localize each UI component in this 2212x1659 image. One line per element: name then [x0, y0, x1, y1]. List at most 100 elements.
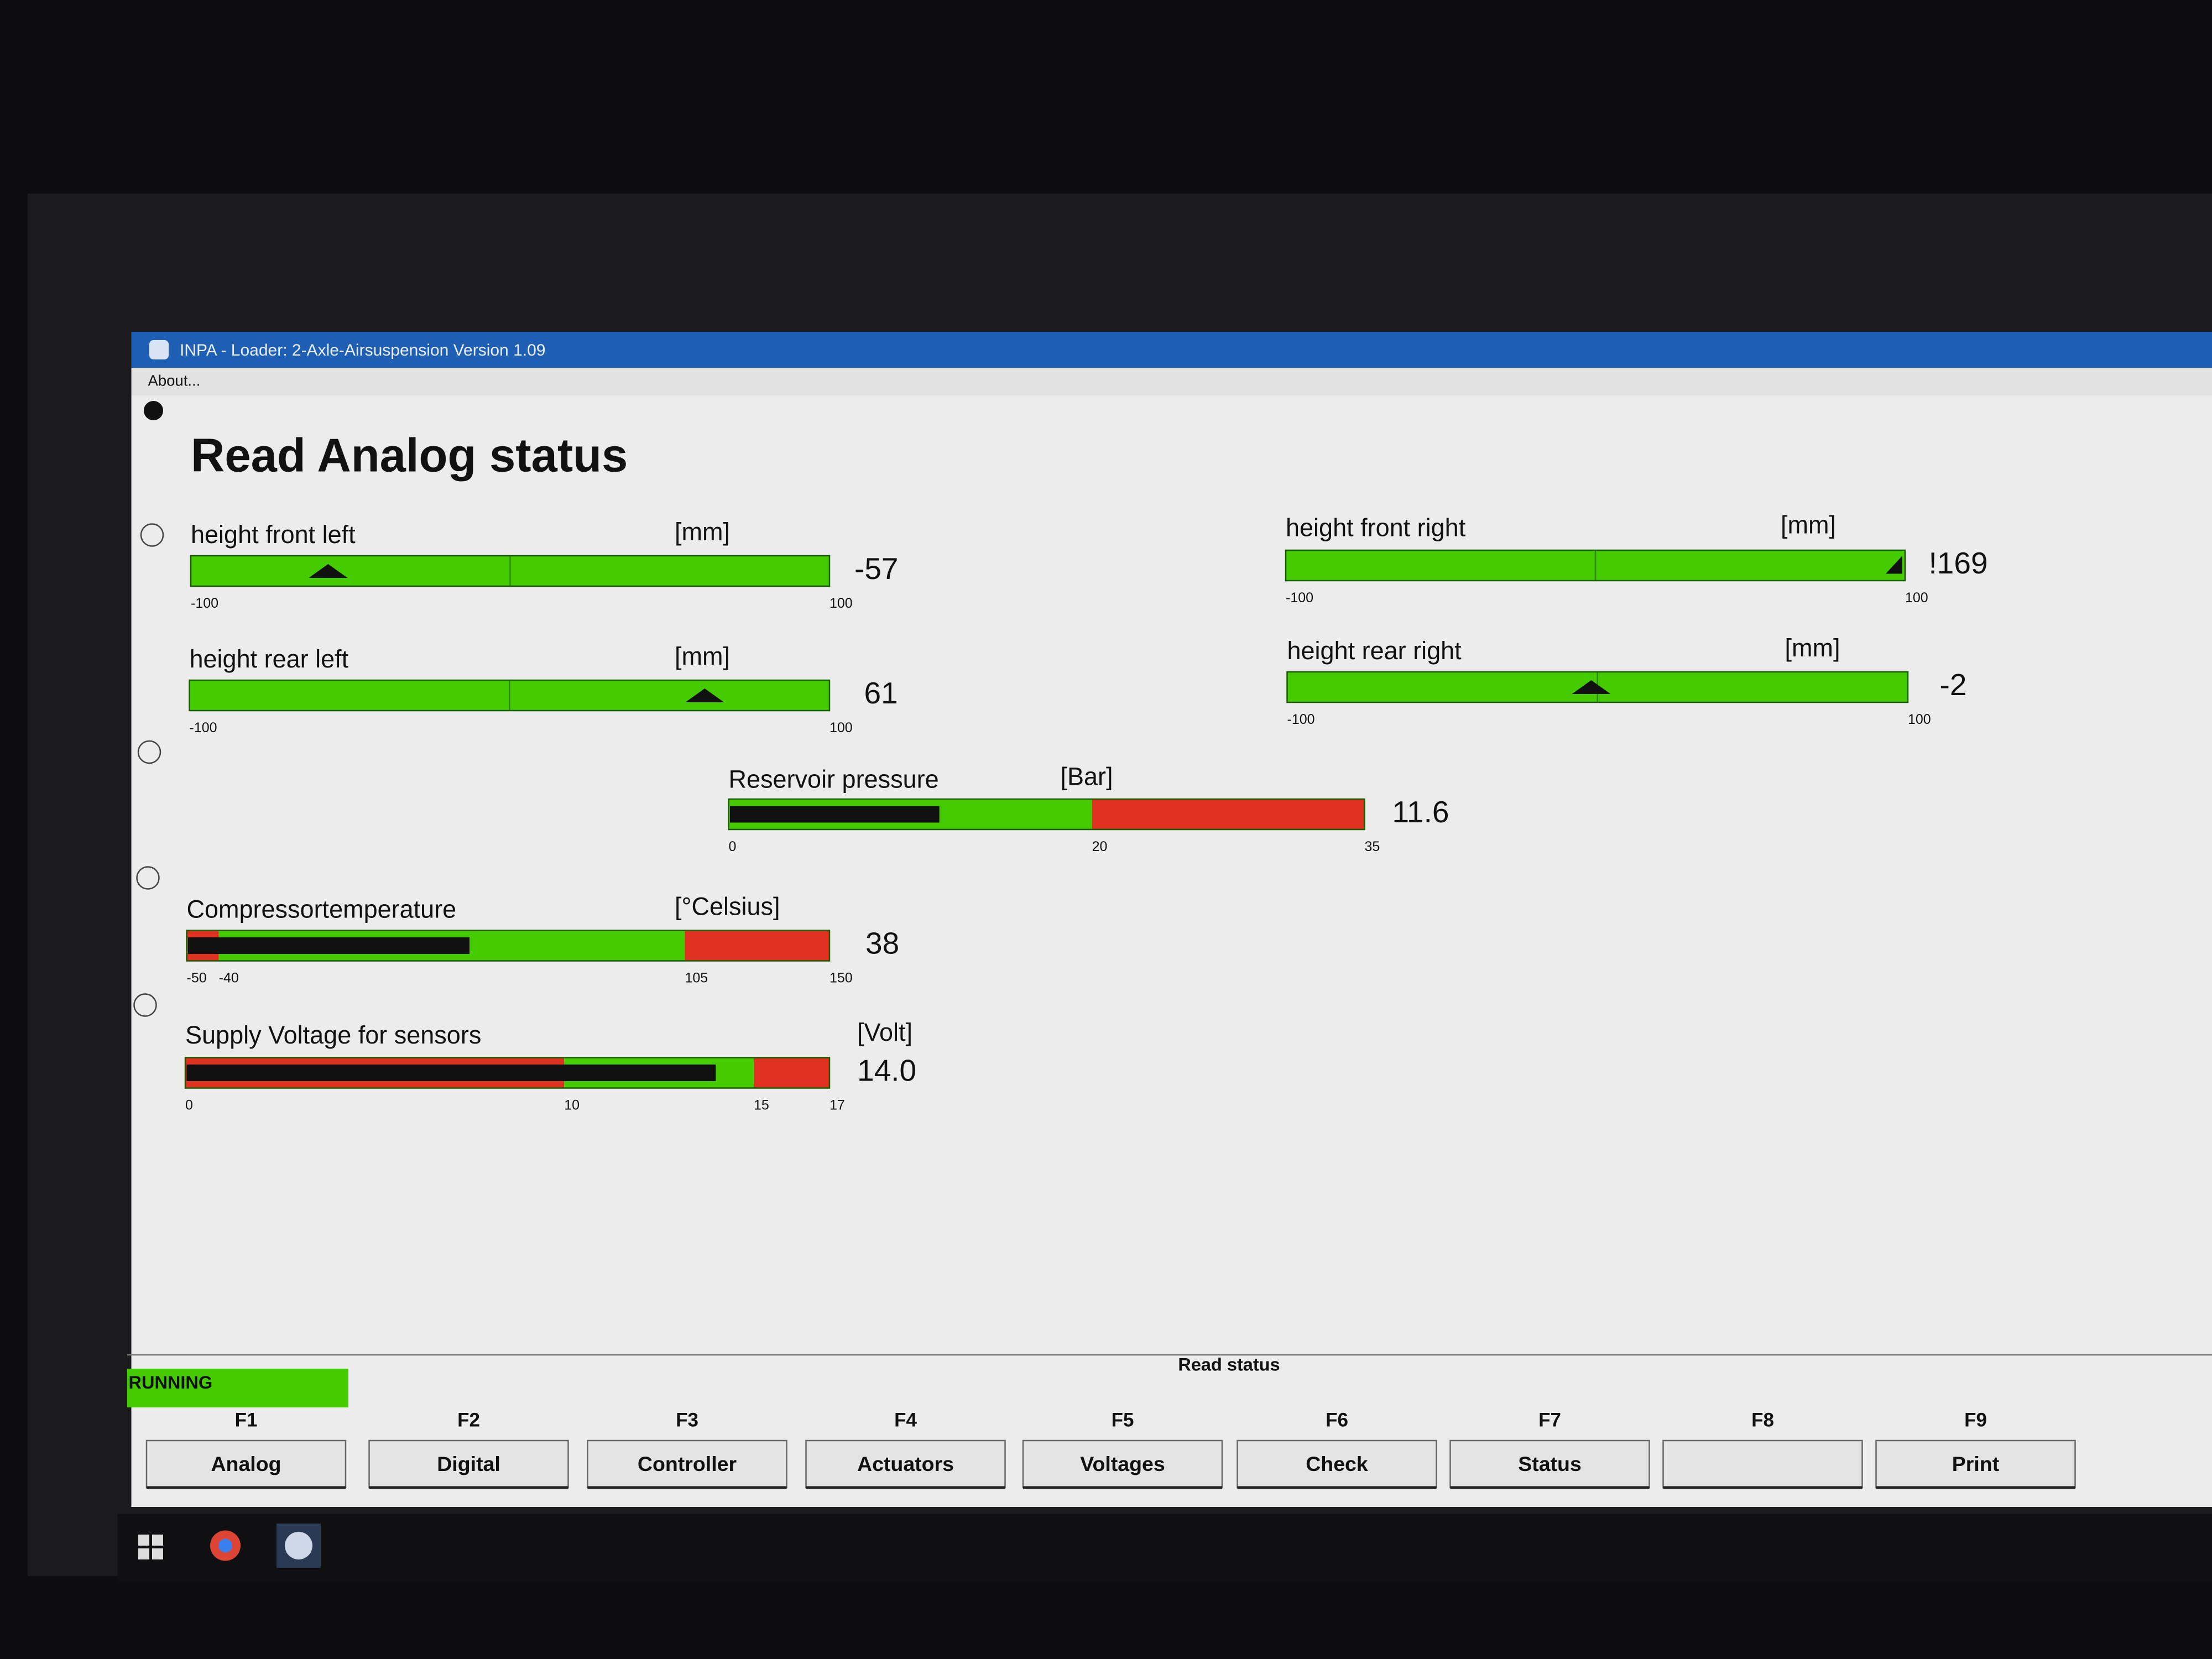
menu-about[interactable]: About... [148, 372, 201, 389]
browser-icon-center [218, 1538, 232, 1553]
gauge-label: height front right [1286, 513, 1466, 541]
radio[interactable] [140, 523, 164, 547]
function-label: Print [1952, 1452, 2000, 1475]
function-button[interactable] [1449, 1439, 1650, 1489]
gauge-unit: [mm] [675, 518, 730, 546]
title-bar [131, 332, 2212, 368]
gauge-label: Reservoir pressure [729, 765, 939, 793]
gauge-value: 61 [864, 676, 898, 710]
taskbar [117, 1514, 2212, 1583]
radio[interactable] [136, 866, 160, 890]
gauge-tick-label: 100 [1908, 712, 1931, 727]
gauge-marker-overflow [1886, 556, 1902, 574]
function-label: Analog [211, 1452, 281, 1475]
gauge-frame [189, 679, 831, 712]
gauge-frame [1285, 549, 1906, 582]
gauge-tick-label: 105 [685, 971, 708, 986]
gauge-tick-label: 100 [830, 720, 853, 735]
gauge-unit: [mm] [1785, 634, 1840, 662]
function-key: F7 [1538, 1409, 1561, 1431]
function-key: F1 [235, 1409, 258, 1431]
function-button[interactable] [1875, 1439, 2076, 1489]
gauge-zone [1092, 799, 1365, 830]
status-state: RUNNING [129, 1373, 213, 1392]
gauge-tick-label: -100 [191, 596, 218, 611]
function-key: F2 [457, 1409, 480, 1431]
gauge-tick-label: 0 [729, 839, 737, 854]
function-key: F3 [676, 1409, 698, 1431]
function-button[interactable] [145, 1439, 347, 1489]
function-label: Actuators [857, 1452, 954, 1475]
gauge-tick-label: 15 [754, 1098, 769, 1113]
gauge-frame [728, 798, 1365, 831]
gauge-tick-label: 0 [185, 1098, 193, 1113]
function-button[interactable] [587, 1439, 787, 1489]
gauge-unit: [Bar] [1061, 762, 1113, 790]
gauge-tick-label: 20 [1092, 839, 1108, 854]
function-label: Status [1518, 1452, 1582, 1475]
indicator-dot [144, 401, 163, 420]
screen-name: Read status [1178, 1355, 1280, 1375]
gauge-fill [188, 937, 469, 954]
function-label: Controller [638, 1452, 737, 1475]
function-key: F4 [894, 1409, 917, 1431]
gauge-frame [186, 930, 831, 962]
function-button[interactable] [805, 1439, 1006, 1489]
gauge-tick-label: 17 [830, 1098, 845, 1113]
function-button[interactable] [1237, 1439, 1437, 1489]
gauge-tick-label: -100 [190, 720, 217, 735]
gauge-unit: [mm] [675, 642, 730, 670]
gauge-value: -2 [1940, 667, 1967, 702]
function-label: Check [1306, 1452, 1368, 1475]
gauge-frame [184, 1057, 831, 1089]
gauge-value: 38 [865, 926, 899, 961]
gauge-fill [186, 1065, 716, 1081]
app-icon [149, 340, 169, 359]
gauge-zone [685, 930, 830, 961]
inpa-taskbar-logo [285, 1532, 312, 1559]
function-key: F6 [1326, 1409, 1348, 1431]
function-label: Voltages [1080, 1452, 1165, 1475]
gauge-unit: [°Celsius] [675, 892, 780, 920]
radio[interactable] [137, 740, 161, 764]
gauge-unit: [Volt] [857, 1018, 912, 1046]
radio[interactable] [133, 993, 157, 1017]
function-button[interactable] [1662, 1439, 1863, 1489]
function-key: F5 [1112, 1409, 1134, 1431]
gauge-tick-label: 10 [564, 1098, 580, 1113]
gauge-tick-label: -100 [1287, 712, 1315, 727]
gauge-label: Compressortemperature [187, 895, 457, 923]
gauge-tick-label: -40 [219, 971, 239, 986]
gauge-frame [190, 555, 831, 587]
heading: Read Analog status [191, 429, 628, 482]
status-box [127, 1369, 348, 1407]
window-title: INPA - Loader: 2-Axle-Airsuspension Vers… [180, 341, 545, 359]
gauge-tick-label: 100 [1905, 590, 1928, 606]
gauge-fill [730, 806, 940, 823]
gauge-label: height rear right [1287, 637, 1462, 665]
gauge-label: height front left [191, 520, 356, 549]
gauge-label: Supply Voltage for sensors [185, 1021, 481, 1049]
gauge-tick-label: 150 [830, 971, 853, 986]
function-button[interactable] [368, 1439, 569, 1489]
gauge-value: !169 [1929, 546, 1988, 580]
gauge-tick-label: 100 [830, 596, 853, 611]
gauge-zone [753, 1057, 830, 1088]
gauge-value: -57 [854, 551, 899, 586]
start-icon[interactable] [138, 1535, 163, 1559]
menu-bar [131, 368, 2212, 395]
function-label: Digital [437, 1452, 500, 1475]
gauge-value: 14.0 [857, 1053, 916, 1088]
gauge-marker [1572, 680, 1611, 694]
gauge-frame [1286, 671, 1909, 703]
gauge-tick-label: 35 [1365, 839, 1380, 854]
gauge-tick-label: -50 [187, 971, 207, 986]
function-key: F8 [1751, 1409, 1774, 1431]
gauge-tick-label: -100 [1286, 590, 1313, 606]
gauge-marker [685, 688, 724, 702]
gauge-unit: [mm] [1781, 510, 1836, 539]
gauge-label: height rear left [190, 645, 349, 673]
